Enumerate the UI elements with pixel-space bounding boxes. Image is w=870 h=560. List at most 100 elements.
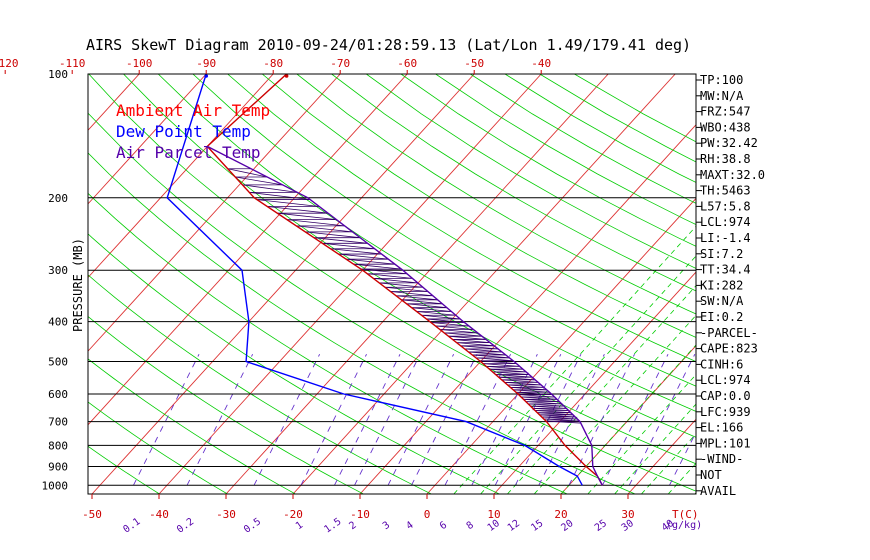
cape-hatch-line — [507, 384, 544, 388]
pressure-tick-label: 400 — [48, 316, 68, 329]
dry-adiabat — [227, 74, 696, 363]
dry-adiabat — [88, 316, 364, 494]
mixing-ratio-label: 3 — [381, 520, 392, 532]
isotherm — [493, 271, 696, 494]
cape-hatch-line — [411, 307, 452, 312]
cape-hatch-line — [267, 206, 329, 214]
cape-hatch-line — [360, 268, 408, 275]
dry-adiabat — [88, 112, 696, 492]
bottom-temp-tick-label: -30 — [216, 508, 236, 521]
pressure-tick-label: 500 — [48, 355, 68, 368]
isotherm — [627, 418, 696, 494]
mixing-ratio-line — [628, 353, 696, 486]
top-temp-tick-label: -80 — [263, 57, 283, 70]
legend-item: Dew Point Temp — [116, 122, 251, 141]
stat-entry: NOT — [700, 468, 722, 482]
mixing-ratio-line — [514, 353, 582, 486]
cape-hatch-line — [472, 354, 510, 359]
mixing-ratio-line — [494, 353, 562, 486]
moist-adiabat — [453, 225, 696, 494]
stat-entry: KI:282 — [700, 278, 743, 292]
cape-hatch-line — [475, 357, 514, 362]
isotherm — [426, 197, 696, 494]
dry-adiabat — [366, 74, 696, 269]
top-temp-tick-label: -90 — [196, 57, 216, 70]
mixing-ratio-label: 0.1 — [121, 516, 142, 535]
isotherm — [88, 74, 341, 352]
pressure-tick-label: 1000 — [42, 479, 69, 492]
cape-hatch-line — [384, 286, 428, 292]
isotherm — [0, 74, 5, 494]
mixing-ratio-line — [334, 353, 401, 486]
cape-hatch-line — [460, 345, 499, 350]
cape-hatch-line — [296, 225, 353, 233]
pressure-tick-label: 100 — [48, 68, 68, 81]
mixing-ratio-line — [444, 353, 511, 486]
cape-hatch-line — [501, 379, 539, 383]
moist-adiabat — [667, 462, 696, 494]
cape-hatch-line — [510, 386, 547, 391]
pressure-tick-label: 900 — [48, 460, 68, 473]
dry-adiabat — [88, 445, 160, 494]
stat-entry: EL:166 — [700, 421, 743, 435]
top-temp-tick-label: -50 — [464, 57, 484, 70]
cape-hatch-line — [305, 231, 361, 239]
cape-hatch-line — [256, 199, 320, 207]
bottom-temp-tick-label: 30 — [621, 508, 634, 521]
cape-hatch-line — [353, 263, 402, 270]
top-temp-tick-label: -60 — [397, 57, 417, 70]
cape-hatch-line — [452, 339, 491, 344]
cape-hatch-line — [401, 299, 443, 305]
mixing-ratio-line — [411, 353, 478, 486]
dry-adiabat — [157, 74, 696, 412]
dry-adiabat — [88, 274, 432, 494]
mixing-ratio-line — [387, 353, 455, 486]
mixing-ratio-label: 0.5 — [242, 516, 263, 535]
pressure-tick-label: 200 — [48, 192, 68, 205]
mixing-ratio-line — [471, 353, 538, 486]
cape-hatch-line — [435, 325, 474, 330]
cape-hatch-line — [439, 329, 478, 334]
top-temp-tick-label: -40 — [531, 57, 551, 70]
mixing-ratio-label: 1 — [294, 520, 305, 532]
stat-entry: EI:0.2 — [700, 310, 743, 324]
cape-hatch-line — [346, 258, 395, 265]
stat-entry: LCL:974 — [700, 373, 751, 387]
cape-hatch-line — [286, 219, 345, 227]
cape-hatch-line — [235, 176, 283, 186]
mixing-ratio-line — [354, 353, 421, 486]
stat-entry: TP:100 — [700, 73, 743, 87]
pressure-tick-label: 700 — [48, 416, 68, 429]
top-temp-tick-label: -70 — [330, 57, 350, 70]
bottom-temp-tick-label: -50 — [82, 508, 102, 521]
stat-entry: PW:32.42 — [700, 136, 758, 150]
cape-hatch-line — [367, 273, 413, 279]
cape-hatch-line — [479, 360, 517, 365]
cape-hatch-line — [390, 291, 433, 297]
cape-hatch-line — [330, 248, 382, 255]
mixing-ratio-line — [186, 353, 254, 486]
parcel-temp-line — [206, 145, 604, 486]
bottom-temp-tick-label: -10 — [350, 508, 370, 521]
cape-hatch-line — [486, 366, 523, 370]
cape-hatch-line — [492, 371, 530, 375]
isotherm — [762, 74, 870, 494]
pressure-tick-label: 600 — [48, 388, 68, 401]
dry-adiabat — [88, 152, 636, 494]
bottom-temp-tick-label: 0 — [424, 508, 431, 521]
stat-entry: CAP:0.0 — [700, 389, 751, 403]
cape-hatch-line — [468, 351, 506, 356]
stat-entry: RH:38.8 — [700, 152, 751, 166]
moist-adiabat — [480, 255, 696, 494]
mixing-ratio-label: 1.5 — [322, 516, 343, 535]
temp-unit-label: T(C) — [672, 508, 699, 521]
cape-hatch-line — [379, 282, 423, 288]
cape-hatch-line — [545, 420, 581, 424]
stat-entry: MPL:101 — [700, 436, 751, 450]
profile-lines — [166, 74, 604, 486]
temp-top-marker — [284, 74, 289, 78]
cape-hatch-line — [406, 303, 447, 309]
stat-entry: TH:5463 — [700, 184, 751, 198]
